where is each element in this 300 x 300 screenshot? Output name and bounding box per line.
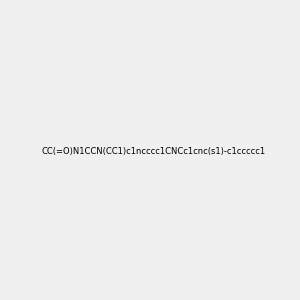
Text: CC(=O)N1CCN(CC1)c1ncccc1CNCc1cnc(s1)-c1ccccc1: CC(=O)N1CCN(CC1)c1ncccc1CNCc1cnc(s1)-c1c… (42, 147, 266, 156)
